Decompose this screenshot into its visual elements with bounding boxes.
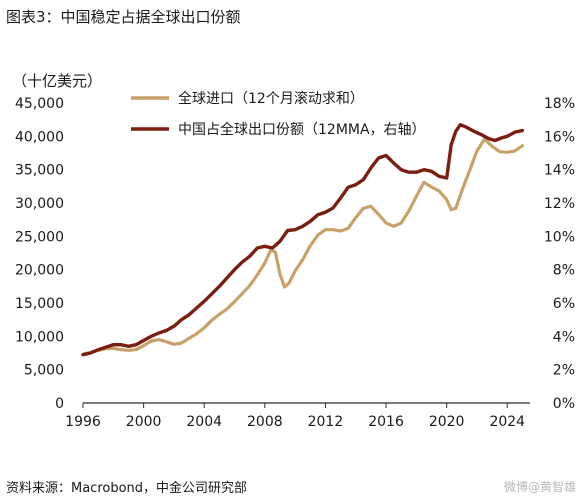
x-tick-label: 2008 — [247, 414, 283, 430]
source-note: 资料来源：Macrobond，中金公司研究部 — [6, 481, 248, 496]
series-line-global-imports — [81, 137, 524, 356]
x-tick-label: 2020 — [429, 414, 465, 430]
watermark: 微博@黄智雄 — [503, 480, 576, 494]
x-tick-label: 1996 — [65, 414, 101, 430]
y-right-tick-label: 8% — [553, 263, 575, 279]
y-right-tick-label: 6% — [553, 296, 575, 312]
y-right-tick-label: 2% — [553, 363, 575, 379]
legend-label-global-imports: 全球进口（12个月滚动求和） — [178, 90, 364, 107]
y-left-tick-label: 25,000 — [15, 229, 64, 245]
y-right-tick-label: 10% — [544, 229, 575, 245]
y-left-tick-label: 35,000 — [15, 163, 64, 179]
y-right-tick-label: 0% — [553, 396, 575, 412]
legend-label-china-export-share: 中国占全球出口份额（12MMA，右轴） — [178, 121, 426, 138]
x-tick-label: 2024 — [489, 414, 525, 430]
series-line-china-export-share — [81, 123, 525, 357]
x-tick-label: 2012 — [308, 414, 344, 430]
y-left-tick-label: 15,000 — [15, 296, 64, 312]
y-left-tick-label: 5,000 — [24, 363, 64, 379]
x-tick-label: 2004 — [186, 414, 222, 430]
y-unit-label: （十亿美元） — [12, 72, 102, 90]
y-left-tick-label: 45,000 — [15, 96, 64, 112]
y-right-tick-label: 14% — [544, 163, 575, 179]
x-tick-label: 2000 — [126, 414, 162, 430]
y-left-tick-label: 30,000 — [15, 196, 64, 212]
y-left-tick-label: 40,000 — [15, 129, 64, 145]
y-right-tick-label: 16% — [544, 129, 575, 145]
y-right-tick-label: 12% — [544, 196, 575, 212]
y-left-tick-label: 0 — [55, 396, 64, 412]
y-left-tick-label: 20,000 — [15, 263, 64, 279]
y-right-tick-label: 4% — [553, 329, 575, 345]
figure-title: 图表3：中国稳定占据全球出口份额 — [6, 8, 241, 26]
y-left-tick-label: 10,000 — [15, 329, 64, 345]
y-right-tick-label: 18% — [544, 96, 575, 112]
x-tick-label: 2016 — [368, 414, 404, 430]
